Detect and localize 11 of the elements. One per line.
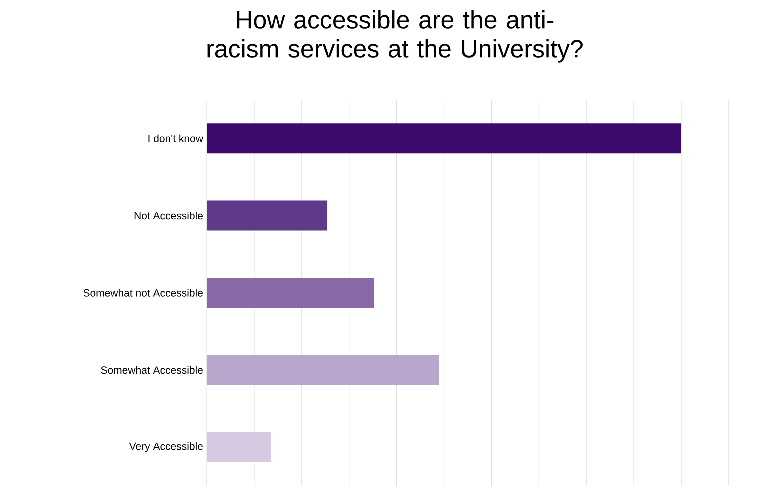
y-tick-label: Very Accessible <box>129 442 203 452</box>
bar <box>207 432 272 462</box>
y-tick-label: Not Accessible <box>134 212 203 220</box>
y-tick-label: Somewhat Accessible <box>101 366 203 374</box>
bar <box>207 200 328 231</box>
bar <box>207 124 682 154</box>
y-tick-label: I don't know <box>148 134 204 142</box>
bar <box>207 355 440 386</box>
bar <box>207 278 374 308</box>
chart-title: How accessible are the anti-racism services at the University? <box>208 10 583 63</box>
y-tick-label: Somewhat not Accessible <box>84 289 203 297</box>
